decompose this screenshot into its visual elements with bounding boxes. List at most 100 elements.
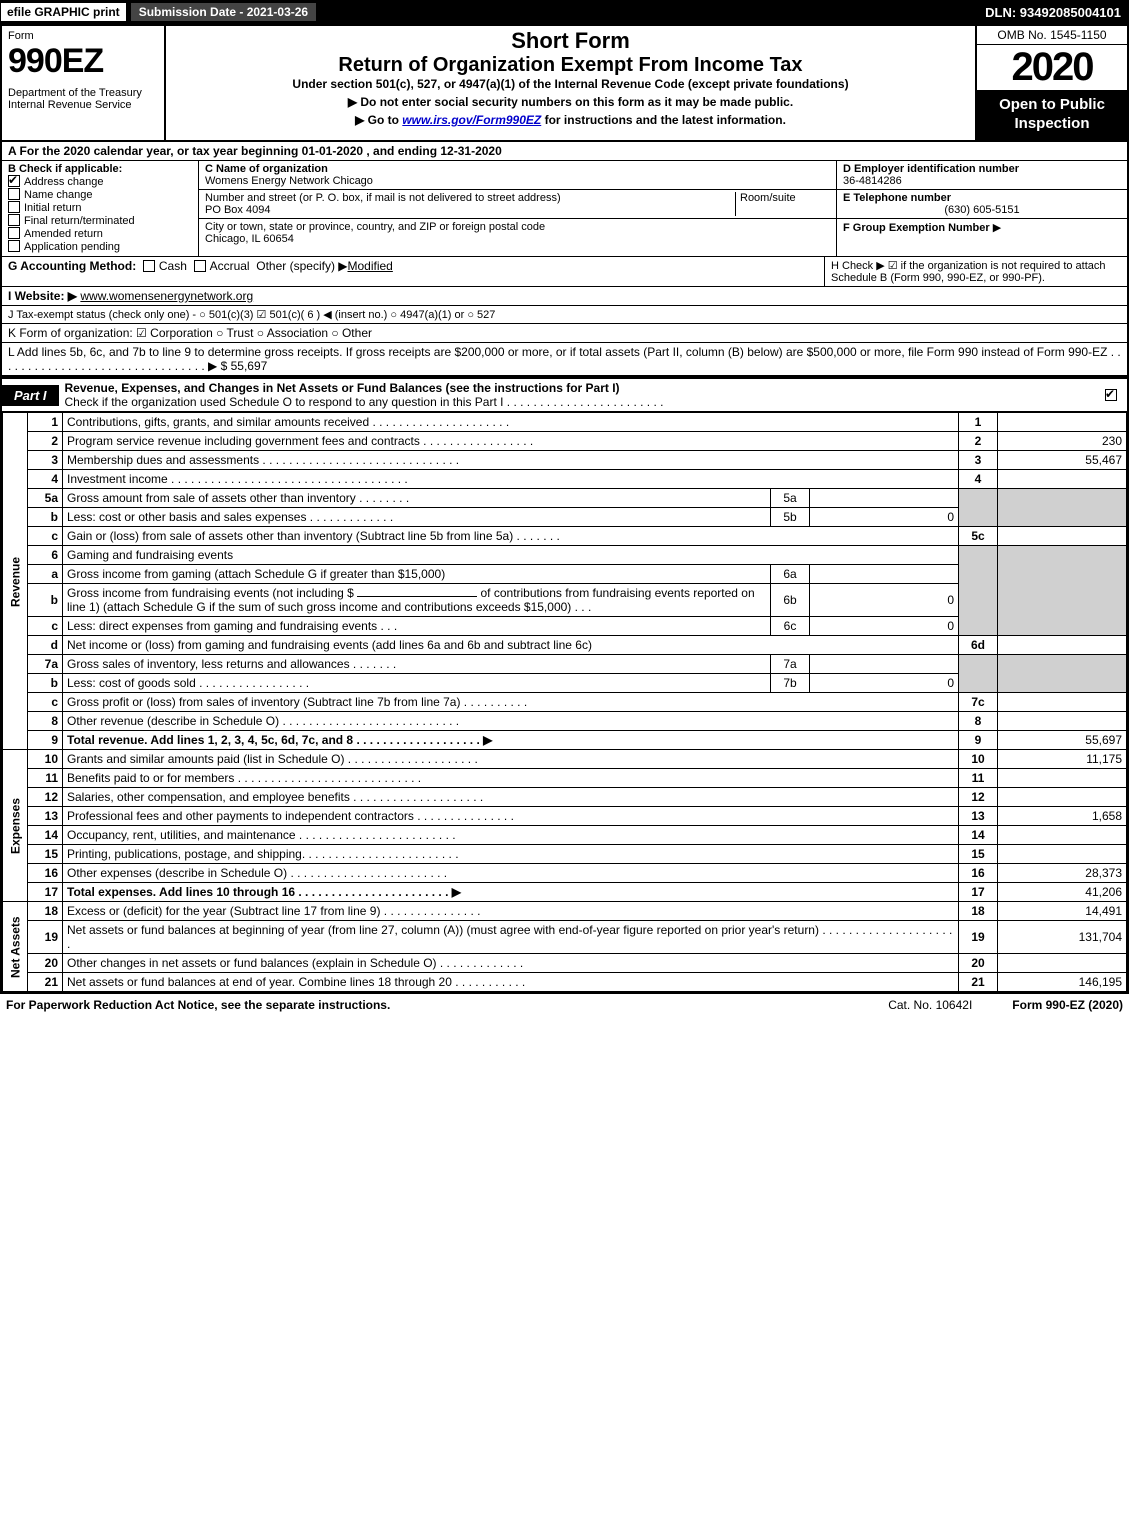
mn-6c: 6c bbox=[771, 617, 810, 636]
desc-10: Grants and similar amounts paid (list in… bbox=[63, 750, 959, 769]
chk-final-return[interactable] bbox=[8, 214, 20, 226]
rn-2: 2 bbox=[959, 432, 998, 451]
desc-3: Membership dues and assessments . . . . … bbox=[63, 451, 959, 470]
desc-6: Gaming and fundraising events bbox=[63, 546, 959, 565]
irs-label: Internal Revenue Service bbox=[8, 99, 158, 111]
goto-post: for instructions and the latest informat… bbox=[541, 113, 786, 127]
ln-5b: b bbox=[28, 508, 63, 527]
chk-amended-return[interactable] bbox=[8, 227, 20, 239]
rn-1: 1 bbox=[959, 413, 998, 432]
room-label: Room/suite bbox=[740, 192, 796, 204]
irs-link[interactable]: www.irs.gov/Form990EZ bbox=[402, 113, 541, 127]
rn-20: 20 bbox=[959, 954, 998, 973]
mv-7a bbox=[810, 655, 959, 674]
ln-5c: c bbox=[28, 527, 63, 546]
mv-7b: 0 bbox=[810, 674, 959, 693]
desc-18: Excess or (deficit) for the year (Subtra… bbox=[63, 902, 959, 921]
goto-pre: ▶ Go to bbox=[355, 113, 402, 127]
val-12 bbox=[998, 788, 1127, 807]
ln-10: 10 bbox=[28, 750, 63, 769]
grey-7 bbox=[959, 655, 998, 693]
val-20 bbox=[998, 954, 1127, 973]
ln-2: 2 bbox=[28, 432, 63, 451]
val-21: 146,195 bbox=[998, 973, 1127, 992]
ln-16: 16 bbox=[28, 864, 63, 883]
box-f-arrow: ▶ bbox=[993, 222, 1001, 234]
open-to-public: Open to Public Inspection bbox=[977, 90, 1127, 140]
efile-print-button[interactable]: efile GRAPHIC print bbox=[0, 2, 127, 22]
rn-17: 17 bbox=[959, 883, 998, 902]
grey-6v bbox=[998, 546, 1127, 636]
chk-cash[interactable] bbox=[143, 260, 155, 272]
desc-7b: Less: cost of goods sold . . . . . . . .… bbox=[63, 674, 771, 693]
rn-16: 16 bbox=[959, 864, 998, 883]
line-l-value: 55,697 bbox=[231, 359, 268, 373]
ln-9: 9 bbox=[28, 731, 63, 750]
desc-7c: Gross profit or (loss) from sales of inv… bbox=[63, 693, 959, 712]
mn-7a: 7a bbox=[771, 655, 810, 674]
desc-19: Net assets or fund balances at beginning… bbox=[63, 921, 959, 954]
line-g-label: G Accounting Method: bbox=[8, 259, 136, 273]
form-number: 990EZ bbox=[8, 42, 158, 81]
chk-name-change[interactable] bbox=[8, 188, 20, 200]
ln-7a: 7a bbox=[28, 655, 63, 674]
mn-6b: 6b bbox=[771, 584, 810, 617]
val-8 bbox=[998, 712, 1127, 731]
val-6d bbox=[998, 636, 1127, 655]
city-label: City or town, state or province, country… bbox=[205, 221, 545, 233]
part-1-table: Revenue 1 Contributions, gifts, grants, … bbox=[2, 412, 1127, 992]
submission-date: Submission Date - 2021-03-26 bbox=[131, 3, 316, 21]
val-13: 1,658 bbox=[998, 807, 1127, 826]
paperwork-notice: For Paperwork Reduction Act Notice, see … bbox=[6, 998, 390, 1012]
grey-7v bbox=[998, 655, 1127, 693]
rn-15: 15 bbox=[959, 845, 998, 864]
lbl-application-pending: Application pending bbox=[24, 241, 120, 253]
topbar: efile GRAPHIC print Submission Date - 20… bbox=[0, 0, 1129, 24]
grey-6 bbox=[959, 546, 998, 636]
rn-12: 12 bbox=[959, 788, 998, 807]
lbl-address-change: Address change bbox=[24, 176, 104, 188]
ln-17: 17 bbox=[28, 883, 63, 902]
lbl-final-return: Final return/terminated bbox=[24, 215, 135, 227]
line-l-text: L Add lines 5b, 6c, and 7b to line 9 to … bbox=[8, 345, 1121, 373]
chk-address-change[interactable] bbox=[8, 175, 20, 187]
mn-6a: 6a bbox=[771, 565, 810, 584]
accounting-other-value: Modified bbox=[348, 259, 393, 273]
grey-5 bbox=[959, 489, 998, 527]
desc-2: Program service revenue including govern… bbox=[63, 432, 959, 451]
desc-5c: Gain or (loss) from sale of assets other… bbox=[63, 527, 959, 546]
chk-application-pending[interactable] bbox=[8, 240, 20, 252]
ln-15: 15 bbox=[28, 845, 63, 864]
mn-5b: 5b bbox=[771, 508, 810, 527]
part-1-header: Part I Revenue, Expenses, and Changes in… bbox=[2, 377, 1127, 412]
org-name: Womens Energy Network Chicago bbox=[205, 175, 373, 187]
section-note: Under section 501(c), 527, or 4947(a)(1)… bbox=[172, 77, 969, 91]
chk-schedule-o[interactable] bbox=[1105, 389, 1117, 401]
ln-13: 13 bbox=[28, 807, 63, 826]
form-label: Form bbox=[8, 30, 158, 42]
phone: (630) 605-5151 bbox=[843, 204, 1121, 216]
box-f-label: F Group Exemption Number bbox=[843, 222, 990, 234]
part-1-title: Revenue, Expenses, and Changes in Net As… bbox=[65, 381, 620, 395]
sidelabel-expenses: Expenses bbox=[3, 750, 28, 902]
desc-1: Contributions, gifts, grants, and simila… bbox=[63, 413, 959, 432]
chk-initial-return[interactable] bbox=[8, 201, 20, 213]
desc-13: Professional fees and other payments to … bbox=[63, 807, 959, 826]
ln-3: 3 bbox=[28, 451, 63, 470]
website[interactable]: www.womensenergynetwork.org bbox=[80, 289, 253, 303]
val-16: 28,373 bbox=[998, 864, 1127, 883]
mv-5b: 0 bbox=[810, 508, 959, 527]
chk-accrual[interactable] bbox=[194, 260, 206, 272]
ln-18: 18 bbox=[28, 902, 63, 921]
identity-block: B Check if applicable: Address change Na… bbox=[2, 161, 1127, 258]
ln-6b: b bbox=[28, 584, 63, 617]
ln-21: 21 bbox=[28, 973, 63, 992]
val-15 bbox=[998, 845, 1127, 864]
rn-5c: 5c bbox=[959, 527, 998, 546]
line-k: K Form of organization: ☑ Corporation ○ … bbox=[2, 324, 1127, 343]
box-b-title: B Check if applicable: bbox=[8, 163, 122, 175]
ln-6c: c bbox=[28, 617, 63, 636]
ln-4: 4 bbox=[28, 470, 63, 489]
ln-11: 11 bbox=[28, 769, 63, 788]
lbl-cash: Cash bbox=[159, 259, 187, 273]
